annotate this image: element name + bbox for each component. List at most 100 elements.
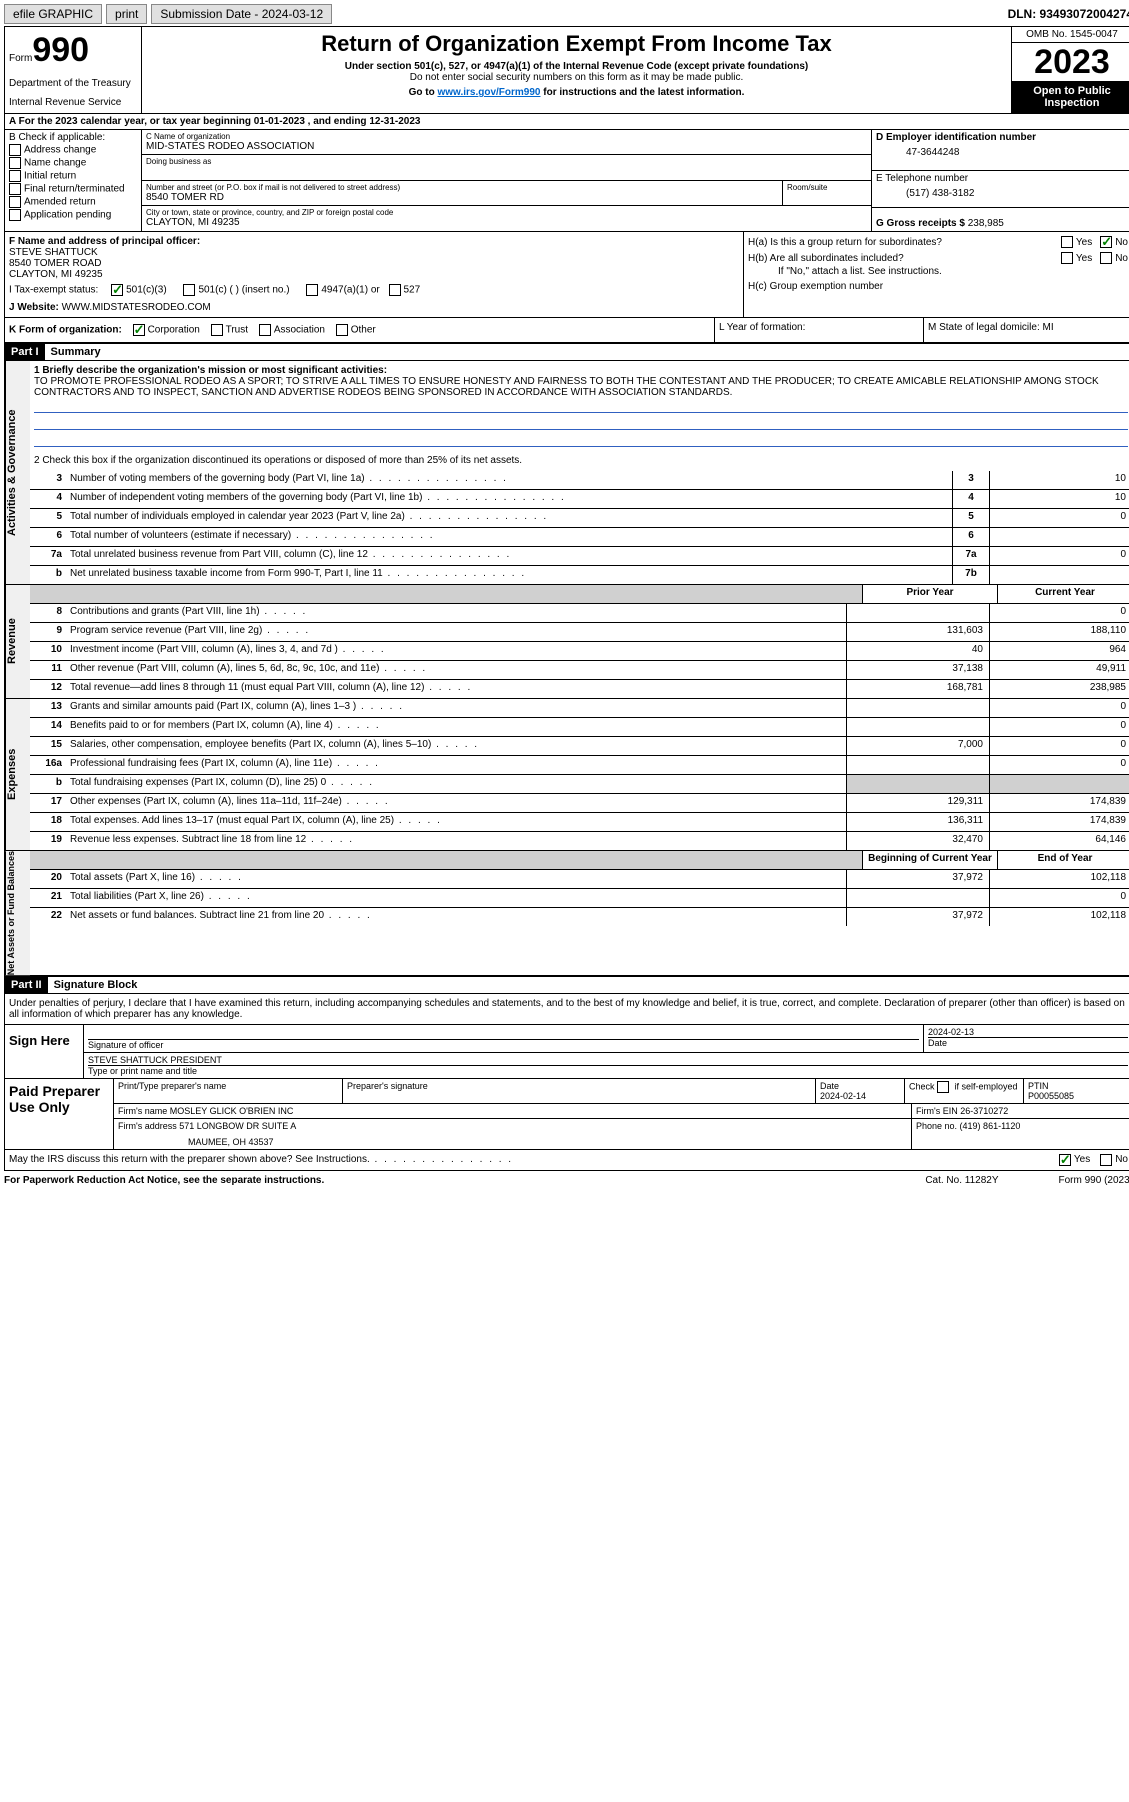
row-text: Professional fundraising fees (Part IX, … (66, 756, 846, 774)
irs-label: Internal Revenue Service (9, 97, 137, 108)
l-year: L Year of formation: (714, 318, 923, 342)
row-num: 19 (30, 832, 66, 850)
discuss-yes-checkbox[interactable] (1059, 1154, 1071, 1166)
part1-title: Summary (45, 344, 107, 360)
summary-expenses: Expenses 13 Grants and similar amounts p… (5, 699, 1129, 851)
form-number: 990 (32, 31, 89, 69)
k-corp: Corporation (148, 325, 200, 336)
row-text: Total revenue—add lines 8 through 11 (mu… (66, 680, 846, 698)
summary-row: 11 Other revenue (Part VIII, column (A),… (30, 661, 1129, 680)
row-num: 3 (30, 471, 66, 489)
row-val: 0 (989, 509, 1129, 527)
ptin-value: P00055085 (1028, 1091, 1128, 1101)
row-text: Total number of volunteers (estimate if … (66, 528, 952, 546)
no-label: No (1115, 237, 1128, 248)
current-year-header: Current Year (997, 585, 1129, 603)
c-name-label: C Name of organization (146, 132, 867, 141)
yes-label: Yes (1076, 253, 1092, 264)
f-label: F Name and address of principal officer: (9, 236, 739, 247)
row-num: 4 (30, 490, 66, 508)
side-revenue: Revenue (5, 585, 30, 698)
row-name: C Name of organization MID-STATES RODEO … (142, 130, 871, 155)
checkbox-501c3[interactable] (111, 284, 123, 296)
k-assoc-checkbox[interactable] (259, 324, 271, 336)
row-prior (846, 718, 989, 736)
city-label: City or town, state or province, country… (146, 208, 867, 217)
hc-label: H(c) Group exemption number (748, 281, 1128, 292)
row-current: 64,146 (989, 832, 1129, 850)
goto-link[interactable]: www.irs.gov/Form990 (437, 87, 540, 98)
form-title: Return of Organization Exempt From Incom… (150, 31, 1003, 57)
checkbox-icon[interactable] (9, 183, 21, 195)
goto-line: Go to www.irs.gov/Form990 for instructio… (150, 87, 1003, 98)
preparer-label: Paid Preparer Use Only (5, 1079, 114, 1149)
k-form-org: K Form of organization: Corporation Trus… (5, 318, 714, 342)
k-trust-checkbox[interactable] (211, 324, 223, 336)
row-prior: 37,972 (846, 908, 989, 926)
net-header-row: Beginning of Current Year End of Year (30, 851, 1129, 870)
checkbox-4947[interactable] (306, 284, 318, 296)
summary-row: 15 Salaries, other compensation, employe… (30, 737, 1129, 756)
row-num: 5 (30, 509, 66, 527)
ha-yes-checkbox[interactable] (1061, 236, 1073, 248)
section-bcdefg: B Check if applicable: Address change Na… (5, 130, 1129, 232)
ha-no-checkbox[interactable] (1100, 236, 1112, 248)
inspection-badge: Open to Public Inspection (1012, 81, 1129, 113)
side-expenses: Expenses (5, 699, 30, 850)
row-num: 8 (30, 604, 66, 622)
firm-addr-label: Firm's address (118, 1121, 179, 1131)
header-left: Form990 Department of the Treasury Inter… (5, 27, 142, 113)
row-prior (846, 699, 989, 717)
row-text: Total unrelated business revenue from Pa… (66, 547, 952, 565)
checkbox-527[interactable] (389, 284, 401, 296)
discuss-no: No (1115, 1154, 1128, 1166)
summary-row: 12 Total revenue—add lines 8 through 11 … (30, 680, 1129, 698)
row-current: 0 (989, 718, 1129, 736)
k-other-checkbox[interactable] (336, 324, 348, 336)
blank-line (34, 398, 1128, 413)
checkbox-icon[interactable] (9, 209, 21, 221)
summary-row: 6 Total number of volunteers (estimate i… (30, 528, 1129, 547)
firm-addr1: 571 LONGBOW DR SUITE A (179, 1121, 296, 1131)
chk-final: Final return/terminated (9, 183, 137, 195)
i-label: I Tax-exempt status: (9, 285, 98, 296)
preparer-block: Paid Preparer Use Only Print/Type prepar… (5, 1079, 1129, 1150)
row-num: 9 (30, 623, 66, 641)
row-text: Total assets (Part X, line 16) (66, 870, 846, 888)
row-num: 21 (30, 889, 66, 907)
row-text: Investment income (Part VIII, column (A)… (66, 642, 846, 660)
omb-number: OMB No. 1545-0047 (1012, 27, 1129, 43)
j-label: J Website: (9, 302, 62, 313)
row-k: K Form of organization: Corporation Trus… (5, 318, 1129, 343)
checkbox-icon[interactable] (9, 170, 21, 182)
part2-header: Part II (5, 977, 48, 993)
summary-revenue: Revenue Prior Year Current Year 8 Contri… (5, 584, 1129, 699)
row-num: 14 (30, 718, 66, 736)
k-assoc: Association (274, 325, 325, 336)
k-other: Other (351, 325, 376, 336)
hb-no-checkbox[interactable] (1100, 252, 1112, 264)
row-prior: 136,311 (846, 813, 989, 831)
checkbox-icon[interactable] (9, 196, 21, 208)
checkbox-icon[interactable] (9, 144, 21, 156)
row-current: 0 (989, 604, 1129, 622)
firm-phone-label: Phone no. (916, 1121, 960, 1131)
print-button[interactable]: print (106, 4, 147, 24)
blank-line (34, 415, 1128, 430)
firm-ein: 26-3710272 (960, 1106, 1008, 1116)
row-current: 174,839 (989, 794, 1129, 812)
discuss-no-checkbox[interactable] (1100, 1154, 1112, 1166)
self-emp-checkbox[interactable] (937, 1081, 949, 1093)
sig-officer-label: Signature of officer (88, 1039, 919, 1050)
prep-h4: Check if self-employed (905, 1079, 1024, 1103)
col-right-deg: D Employer identification number 47-3644… (871, 130, 1129, 231)
side-net: Net Assets or Fund Balances (5, 851, 30, 975)
hb-yes-checkbox[interactable] (1061, 252, 1073, 264)
checkbox-icon[interactable] (9, 157, 21, 169)
part2-title: Signature Block (48, 977, 144, 993)
row-box: 7a (952, 547, 989, 565)
row-num: 6 (30, 528, 66, 546)
checkbox-501c[interactable] (183, 284, 195, 296)
room-label: Room/suite (787, 183, 867, 192)
k-corp-checkbox[interactable] (133, 324, 145, 336)
